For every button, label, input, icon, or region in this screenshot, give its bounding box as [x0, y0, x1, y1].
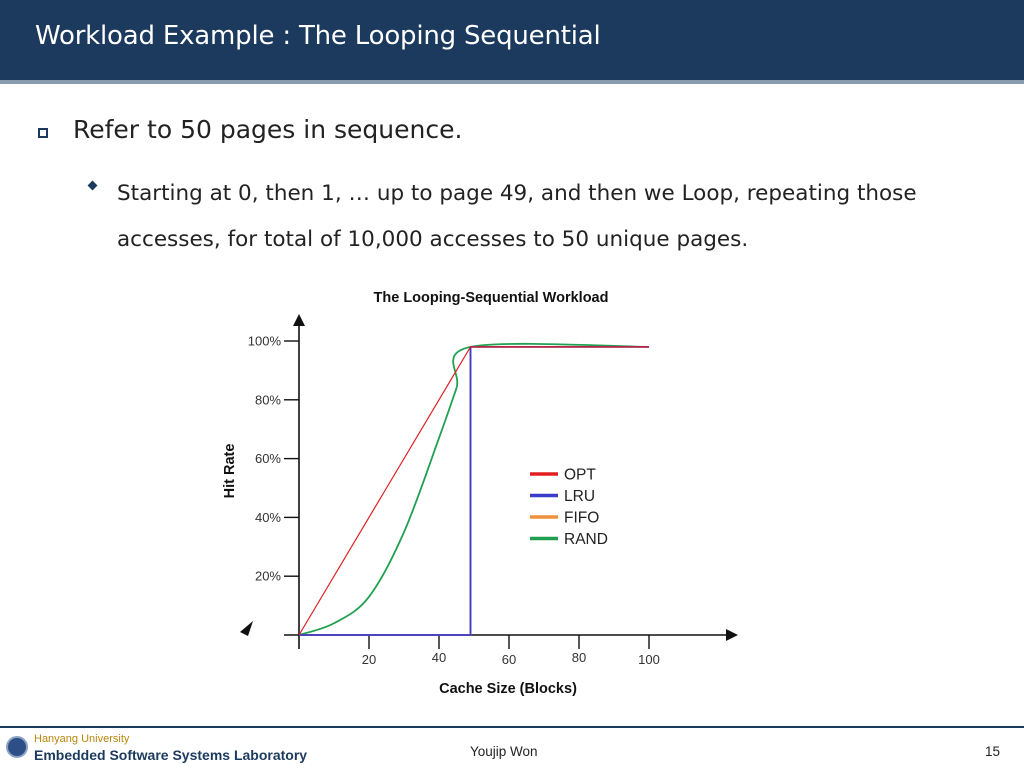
legend-label-fifo: FIFO — [564, 510, 599, 527]
x-tick-label: 80 — [572, 650, 586, 665]
legend-label-rand: RAND — [564, 531, 608, 548]
legend: OPT LRU FIFO RAND — [530, 467, 608, 548]
series-line-fifo — [299, 345, 649, 636]
series-line-lru — [299, 345, 649, 636]
chart-title: The Looping-Sequential Workload — [374, 290, 609, 306]
legend-label-opt: OPT — [564, 467, 596, 484]
series-line-rand — [298, 342, 650, 636]
y-axis-label: Hit Rate — [222, 444, 238, 499]
page-number: 15 — [985, 744, 1001, 759]
author-name: Youjip Won — [470, 744, 538, 759]
title-bar: Workload Example : The Looping Sequentia… — [0, 0, 1024, 84]
origin-arrow-icon — [240, 621, 253, 636]
slide-title: Workload Example : The Looping Sequentia… — [35, 21, 601, 51]
y-tick-label: 80% — [255, 392, 281, 407]
university-seal-icon — [6, 736, 28, 758]
legend-label-lru: LRU — [564, 488, 595, 505]
y-tick-label: 20% — [255, 569, 281, 584]
x-tick-label: 20 — [362, 652, 376, 667]
x-axis-arrow-icon — [726, 629, 738, 641]
x-tick-label: 60 — [502, 652, 516, 667]
y-tick-label: 60% — [255, 451, 281, 466]
plot-lines — [298, 342, 650, 636]
university-name: Hanyang University — [34, 733, 130, 745]
y-axis-arrow-icon — [293, 314, 305, 326]
bullet-text-1: Refer to 50 pages in sequence. — [73, 115, 463, 144]
series-line-opt — [298, 346, 649, 636]
bullet-text-2: Starting at 0, then 1, … up to page 49, … — [117, 181, 917, 252]
x-tick-label: 40 — [432, 650, 446, 665]
y-tick-label: 40% — [255, 510, 281, 525]
y-tick-label: 100% — [248, 334, 282, 349]
axes: 20% 40% 60% 80% 100% 20 40 60 80 100 — [240, 314, 738, 667]
lab-name: Embedded Software Systems Laboratory — [34, 747, 308, 763]
x-axis-label: Cache Size (Blocks) — [439, 681, 577, 697]
footer: Hanyang University Embedded Software Sys… — [0, 726, 1024, 770]
x-tick-label: 100 — [638, 652, 660, 667]
square-bullet-icon — [38, 128, 48, 138]
